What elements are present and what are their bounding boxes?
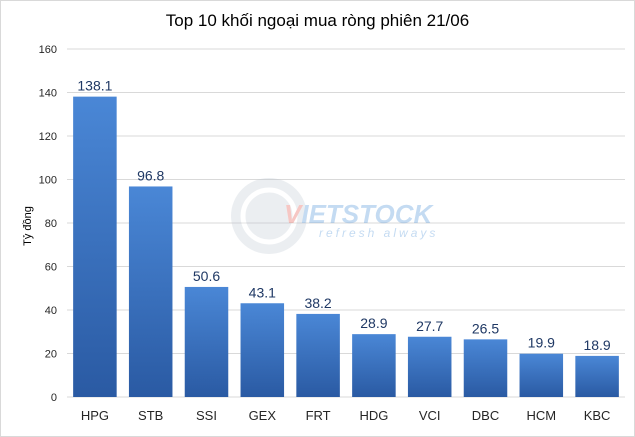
bar-stb	[128, 186, 173, 397]
x-tick-label-ssi: SSI	[196, 408, 217, 423]
x-tick-label-gex: GEX	[249, 408, 277, 423]
watermark-tagline: refresh always	[319, 226, 438, 240]
bar-gex	[240, 303, 285, 397]
data-label-frt: 38.2	[304, 295, 331, 311]
data-label-gex: 43.1	[249, 284, 276, 300]
y-tick-label: 40	[45, 305, 57, 317]
bars	[73, 96, 619, 397]
y-axis-label: Tỷ đồng	[22, 206, 34, 246]
data-label-ssi: 50.6	[193, 268, 220, 284]
y-axis-ticks: 0 20 40 60 80 100 120 140 160	[39, 44, 57, 404]
x-tick-label-kbc: KBC	[584, 408, 611, 423]
x-tick-label-frt: FRT	[306, 408, 331, 423]
y-tick-label: 60	[45, 262, 57, 274]
data-label-vci: 27.7	[416, 318, 443, 334]
y-tick-label: 160	[39, 44, 57, 56]
x-tick-label-hcm: HCM	[526, 408, 556, 423]
x-tick-label-vci: VCI	[419, 408, 441, 423]
bar-hdg	[352, 334, 396, 397]
data-labels: 138.1 96.8 50.6 43.1 38.2 28.9 27.7 26.5 19.9 18.…	[77, 78, 611, 353]
grid-lines	[67, 48, 625, 398]
y-tick-label: 120	[39, 131, 57, 143]
bar-dbc	[463, 339, 508, 397]
data-label-hcm: 19.9	[528, 335, 555, 351]
y-tick-label: 80	[45, 218, 57, 230]
y-tick-label: 140	[39, 88, 57, 100]
bar-hcm	[519, 353, 564, 397]
bar-ssi	[184, 286, 229, 397]
bar-frt	[296, 313, 340, 397]
bar-hpg	[73, 96, 117, 397]
y-tick-label: 0	[51, 392, 57, 404]
watermark-globe-inner	[240, 187, 298, 245]
chart-title: Top 10 khối ngoại mua ròng phiên 21/06	[165, 11, 470, 30]
data-label-kbc: 18.9	[583, 337, 610, 353]
bar-kbc	[575, 355, 619, 397]
x-tick-label-hpg: HPG	[81, 408, 109, 423]
watermark-brand-main: IETSTOCK	[301, 199, 434, 229]
vietstock-watermark: VIETSTOCK refresh always	[231, 178, 438, 254]
x-tick-label-stb: STB	[138, 408, 163, 423]
y-tick-label: 20	[45, 349, 57, 361]
x-tick-label-hdg: HDG	[359, 408, 388, 423]
data-label-dbc: 26.5	[472, 320, 499, 336]
x-tick-label-dbc: DBC	[472, 408, 499, 423]
data-label-hdg: 28.9	[360, 315, 387, 331]
bar-vci	[407, 336, 452, 397]
svg-text:VIETSTOCK: VIETSTOCK	[284, 199, 435, 229]
y-tick-label: 100	[39, 175, 57, 187]
watermark-brand-prefix: V	[284, 199, 304, 229]
x-axis-categories: HPG STB SSI GEX FRT HDG VCI DBC HCM KBC	[81, 408, 611, 423]
data-label-hpg: 138.1	[77, 78, 112, 94]
watermark-globe-icon	[231, 178, 307, 254]
data-label-stb: 96.8	[137, 167, 164, 183]
